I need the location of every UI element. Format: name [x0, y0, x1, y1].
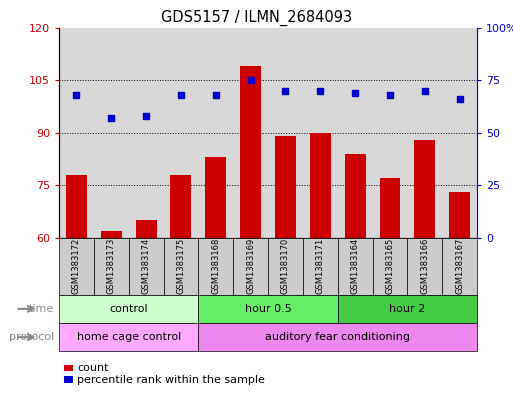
Text: protocol: protocol [9, 332, 54, 342]
Text: GSM1383170: GSM1383170 [281, 238, 290, 294]
Bar [101, 231, 122, 393]
Text: count: count [77, 363, 109, 373]
Bar [94, 28, 129, 238]
Point [107, 115, 115, 121]
Text: control: control [109, 304, 148, 314]
Bar [415, 140, 435, 393]
Text: GSM1383174: GSM1383174 [142, 238, 151, 294]
Text: GSM1383173: GSM1383173 [107, 238, 116, 294]
Text: percentile rank within the sample: percentile rank within the sample [77, 375, 265, 385]
Point [72, 92, 81, 98]
Bar [205, 157, 226, 393]
Text: GSM1383169: GSM1383169 [246, 238, 255, 294]
Bar [372, 28, 407, 238]
Bar [380, 178, 401, 393]
Bar [199, 28, 233, 238]
Bar [449, 192, 470, 393]
Bar [233, 28, 268, 238]
Bar [66, 174, 87, 393]
Bar [129, 28, 164, 238]
Bar [338, 28, 372, 238]
Bar [240, 66, 261, 393]
Bar [407, 28, 442, 238]
Bar [303, 28, 338, 238]
Text: time: time [29, 304, 54, 314]
Point [177, 92, 185, 98]
Point [142, 113, 150, 119]
Bar [135, 220, 156, 393]
Point [386, 92, 394, 98]
Bar [275, 136, 296, 393]
Text: hour 0.5: hour 0.5 [245, 304, 291, 314]
Point [421, 87, 429, 94]
Point [212, 92, 220, 98]
Text: hour 2: hour 2 [389, 304, 425, 314]
Point [281, 87, 289, 94]
Bar [59, 28, 94, 238]
Point [351, 90, 359, 96]
Text: GSM1383168: GSM1383168 [211, 238, 220, 294]
Text: home cage control: home cage control [76, 332, 181, 342]
Bar [442, 28, 477, 238]
Text: GSM1383166: GSM1383166 [420, 238, 429, 294]
Text: GDS5157 / ILMN_2684093: GDS5157 / ILMN_2684093 [161, 10, 352, 26]
Text: auditory fear conditioning: auditory fear conditioning [265, 332, 410, 342]
Bar [310, 132, 331, 393]
Text: GSM1383167: GSM1383167 [455, 238, 464, 294]
Text: GSM1383171: GSM1383171 [316, 238, 325, 294]
Bar [170, 174, 191, 393]
Text: GSM1383175: GSM1383175 [176, 238, 185, 294]
Text: GSM1383172: GSM1383172 [72, 238, 81, 294]
Bar [345, 154, 366, 393]
Bar [268, 28, 303, 238]
Bar [164, 28, 199, 238]
Point [316, 87, 324, 94]
Text: GSM1383164: GSM1383164 [351, 238, 360, 294]
Text: GSM1383165: GSM1383165 [385, 238, 394, 294]
Point [456, 96, 464, 102]
Point [247, 77, 255, 83]
